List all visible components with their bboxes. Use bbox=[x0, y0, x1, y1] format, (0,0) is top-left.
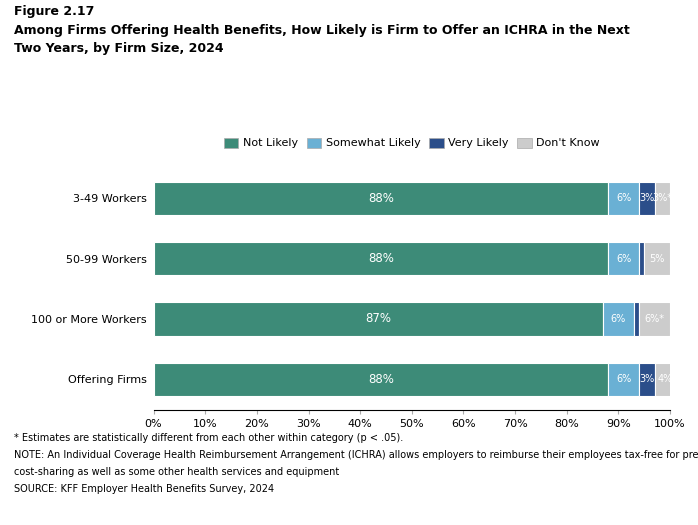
Bar bbox=[639, 363, 655, 396]
Text: 88%: 88% bbox=[368, 373, 394, 386]
Text: 6%: 6% bbox=[616, 193, 631, 203]
Bar bbox=[608, 182, 639, 215]
Text: 87%: 87% bbox=[365, 312, 392, 326]
Text: 3%: 3% bbox=[639, 374, 655, 384]
Legend: Not Likely, Somewhat Likely, Very Likely, Don't Know: Not Likely, Somewhat Likely, Very Likely… bbox=[219, 133, 604, 153]
Bar bbox=[655, 363, 675, 396]
Text: 88%: 88% bbox=[368, 252, 394, 265]
Text: 3%: 3% bbox=[639, 193, 655, 203]
Bar bbox=[603, 302, 634, 335]
Bar bbox=[639, 242, 644, 275]
Text: Figure 2.17: Figure 2.17 bbox=[14, 5, 94, 18]
Text: Among Firms Offering Health Benefits, How Likely is Firm to Offer an ICHRA in th: Among Firms Offering Health Benefits, Ho… bbox=[14, 24, 630, 55]
Text: 88%: 88% bbox=[368, 192, 394, 205]
Bar bbox=[608, 242, 639, 275]
Bar bbox=[154, 242, 608, 275]
Bar bbox=[154, 182, 608, 215]
Text: cost-sharing as well as some other health services and equipment: cost-sharing as well as some other healt… bbox=[14, 467, 339, 477]
Text: 5%: 5% bbox=[649, 254, 665, 264]
Text: 6%: 6% bbox=[616, 254, 631, 264]
Bar bbox=[634, 302, 639, 335]
Text: 4%: 4% bbox=[658, 374, 673, 384]
Text: NOTE: An Individual Coverage Health Reimbursement Arrangement (ICHRA) allows emp: NOTE: An Individual Coverage Health Reim… bbox=[14, 450, 698, 460]
Text: 6%: 6% bbox=[616, 374, 631, 384]
Text: 6%*: 6%* bbox=[644, 314, 664, 324]
Bar bbox=[644, 242, 670, 275]
Text: 6%: 6% bbox=[611, 314, 626, 324]
Bar bbox=[608, 363, 639, 396]
Text: 3%*: 3%* bbox=[653, 193, 672, 203]
Text: SOURCE: KFF Employer Health Benefits Survey, 2024: SOURCE: KFF Employer Health Benefits Sur… bbox=[14, 484, 274, 494]
Bar bbox=[639, 182, 655, 215]
Bar bbox=[154, 363, 608, 396]
Bar bbox=[655, 182, 670, 215]
Text: * Estimates are statistically different from each other within category (p < .05: * Estimates are statistically different … bbox=[14, 433, 403, 443]
Bar bbox=[639, 302, 670, 335]
Bar bbox=[154, 302, 603, 335]
